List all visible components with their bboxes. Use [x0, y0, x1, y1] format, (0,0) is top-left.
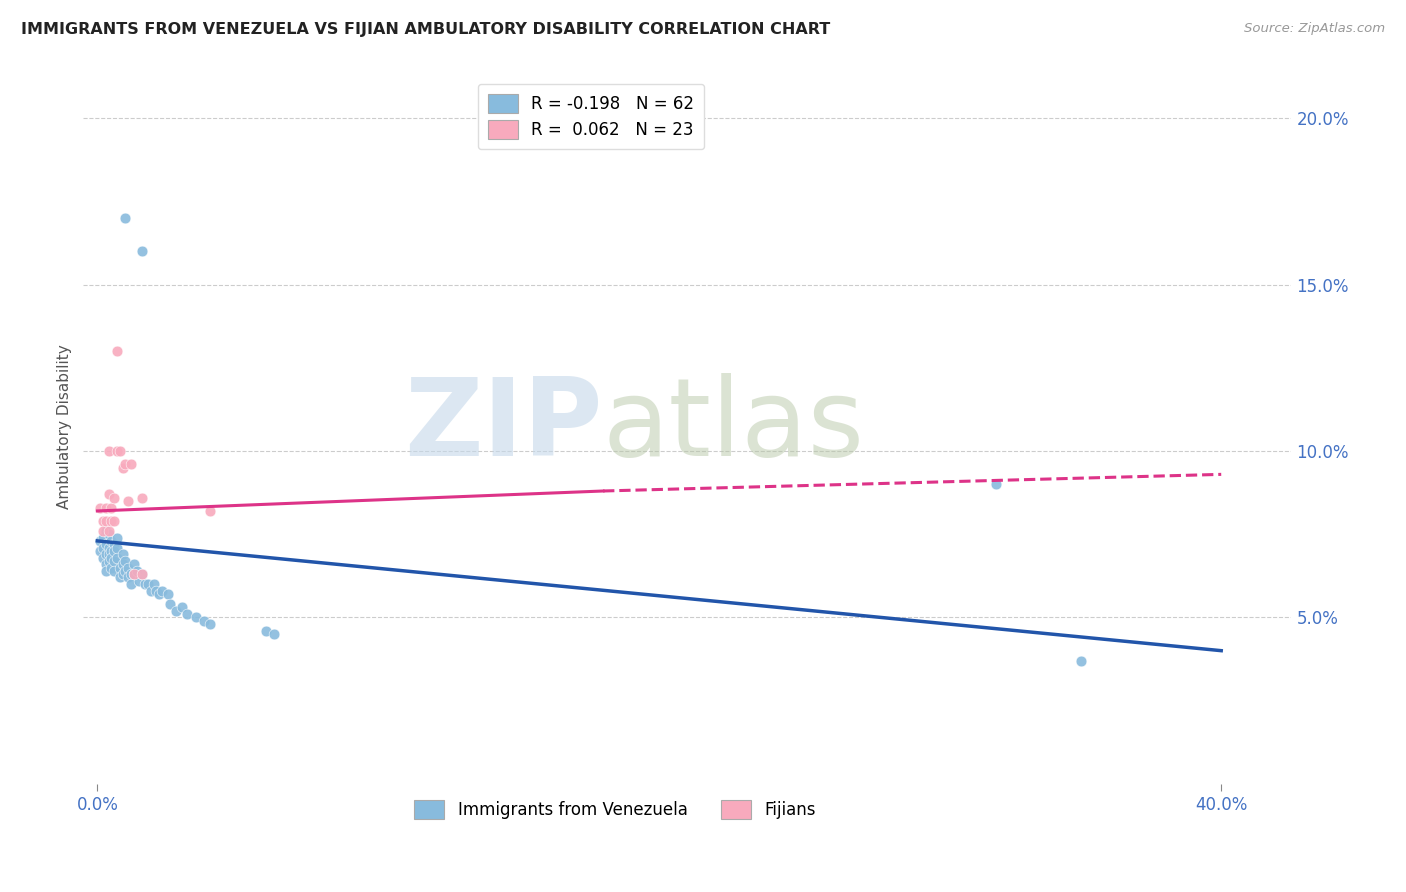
Point	[91, 531, 114, 545]
Point	[139, 583, 162, 598]
Point	[89, 533, 111, 548]
Point	[100, 500, 122, 515]
Point	[89, 544, 111, 558]
Point	[136, 577, 159, 591]
Point	[122, 567, 145, 582]
Point	[120, 458, 142, 472]
Point	[198, 617, 221, 632]
Point	[134, 577, 156, 591]
Point	[114, 564, 136, 578]
Point	[117, 494, 139, 508]
Point	[108, 570, 131, 584]
Point	[111, 557, 134, 571]
Point	[103, 544, 125, 558]
Point	[120, 577, 142, 591]
Point	[176, 607, 198, 621]
Point	[103, 564, 125, 578]
Point	[117, 560, 139, 574]
Point	[97, 524, 120, 538]
Point	[156, 587, 179, 601]
Point	[254, 624, 277, 638]
Point	[114, 554, 136, 568]
Point	[198, 504, 221, 518]
Point	[94, 514, 117, 528]
Point	[105, 541, 128, 555]
Point	[103, 491, 125, 505]
Point	[148, 587, 170, 601]
Point	[150, 583, 173, 598]
Point	[97, 554, 120, 568]
Point	[105, 550, 128, 565]
Point	[94, 500, 117, 515]
Point	[263, 627, 285, 641]
Point	[97, 547, 120, 561]
Point	[1070, 654, 1092, 668]
Point	[94, 547, 117, 561]
Point	[100, 544, 122, 558]
Text: atlas: atlas	[603, 373, 865, 479]
Point	[97, 444, 120, 458]
Point	[193, 614, 215, 628]
Point	[131, 567, 153, 582]
Y-axis label: Ambulatory Disability: Ambulatory Disability	[58, 343, 72, 508]
Point	[97, 487, 120, 501]
Point	[94, 524, 117, 538]
Point	[105, 344, 128, 359]
Point	[184, 610, 207, 624]
Point	[131, 567, 153, 582]
Point	[114, 458, 136, 472]
Point	[117, 570, 139, 584]
Point	[159, 597, 181, 611]
Point	[97, 527, 120, 541]
Text: ZIP: ZIP	[405, 373, 603, 479]
Point	[105, 444, 128, 458]
Legend: Immigrants from Venezuela, Fijians: Immigrants from Venezuela, Fijians	[408, 793, 823, 825]
Text: Source: ZipAtlas.com: Source: ZipAtlas.com	[1244, 22, 1385, 36]
Point	[91, 550, 114, 565]
Point	[100, 514, 122, 528]
Point	[100, 533, 122, 548]
Point	[103, 514, 125, 528]
Point	[100, 560, 122, 574]
Text: IMMIGRANTS FROM VENEZUELA VS FIJIAN AMBULATORY DISABILITY CORRELATION CHART: IMMIGRANTS FROM VENEZUELA VS FIJIAN AMBU…	[21, 22, 831, 37]
Point	[94, 564, 117, 578]
Point	[97, 541, 120, 555]
Point	[91, 541, 114, 555]
Point	[100, 550, 122, 565]
Point	[91, 514, 114, 528]
Point	[170, 600, 193, 615]
Point	[142, 577, 165, 591]
Point	[108, 560, 131, 574]
Point	[89, 500, 111, 515]
Point	[165, 604, 187, 618]
Point	[105, 531, 128, 545]
Point	[986, 477, 1008, 491]
Point	[122, 557, 145, 571]
Point	[94, 537, 117, 551]
Point	[125, 564, 148, 578]
Point	[111, 547, 134, 561]
Point	[114, 211, 136, 226]
Point	[94, 557, 117, 571]
Point	[111, 460, 134, 475]
Point	[145, 583, 167, 598]
Point	[111, 567, 134, 582]
Point	[103, 537, 125, 551]
Point	[103, 554, 125, 568]
Point	[131, 491, 153, 505]
Point	[128, 574, 150, 588]
Point	[108, 444, 131, 458]
Point	[91, 524, 114, 538]
Point	[122, 567, 145, 582]
Point	[120, 567, 142, 582]
Point	[131, 244, 153, 259]
